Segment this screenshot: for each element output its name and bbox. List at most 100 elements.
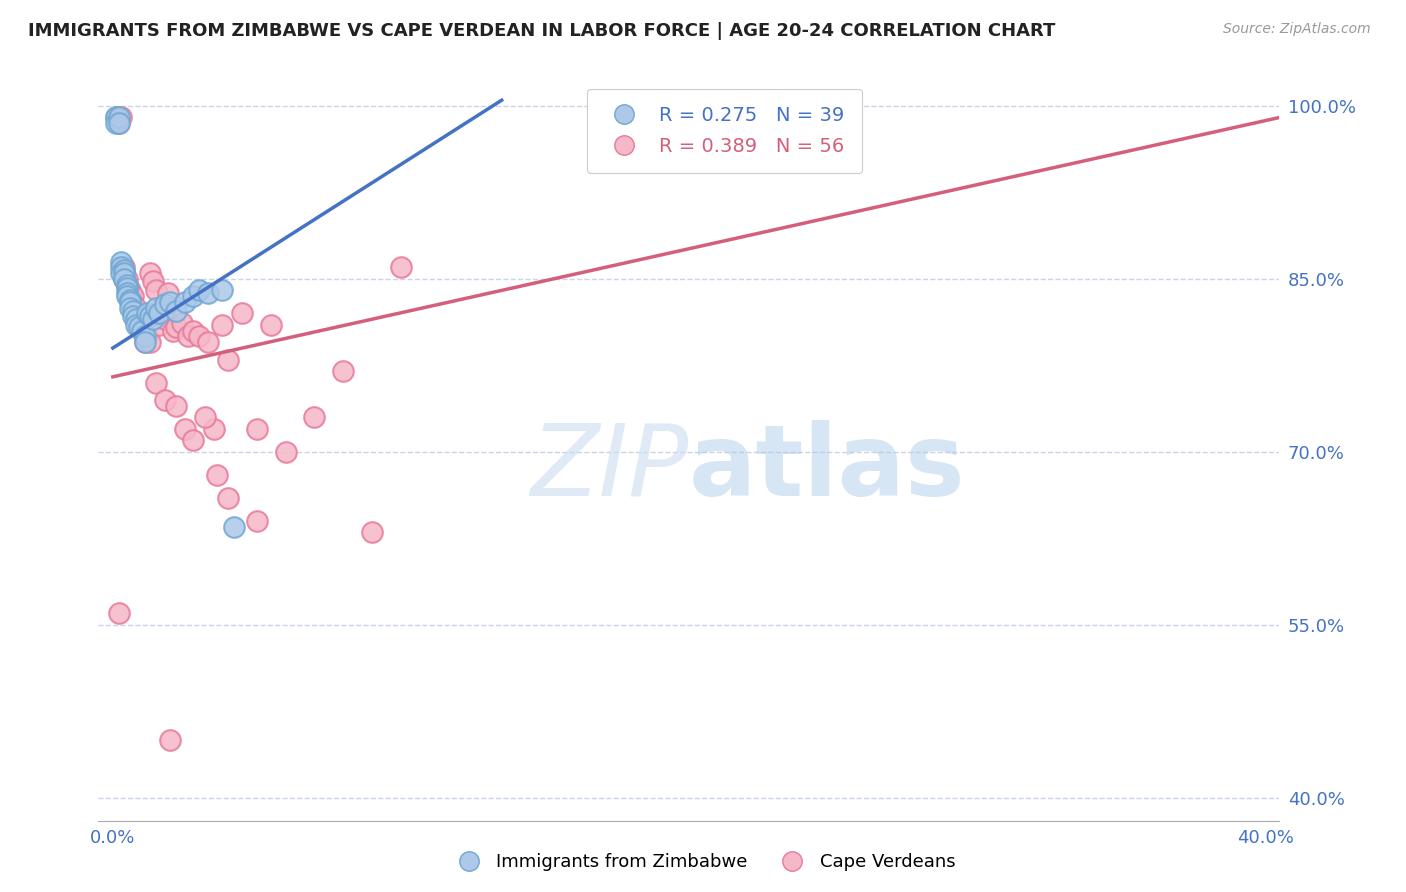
Point xyxy=(148,306,170,320)
Point xyxy=(246,422,269,436)
Point xyxy=(115,289,138,303)
Point xyxy=(142,312,165,326)
Point xyxy=(274,444,297,458)
Point xyxy=(134,329,156,343)
Point xyxy=(197,335,219,350)
Point xyxy=(134,335,156,350)
Point xyxy=(197,285,219,300)
Point xyxy=(112,262,135,277)
Point xyxy=(211,318,233,332)
Point xyxy=(139,309,162,323)
Point xyxy=(202,422,225,436)
Point xyxy=(304,410,326,425)
Point xyxy=(128,316,150,330)
Point xyxy=(112,266,135,280)
Point xyxy=(222,519,245,533)
Point xyxy=(145,376,167,390)
Point xyxy=(125,301,148,315)
Point xyxy=(159,733,181,747)
Point xyxy=(122,289,145,303)
Point xyxy=(128,320,150,334)
Point xyxy=(110,254,132,268)
Point xyxy=(134,329,156,343)
Point xyxy=(260,318,283,332)
Point xyxy=(188,329,211,343)
Text: ZIP: ZIP xyxy=(530,420,689,517)
Point xyxy=(142,274,165,288)
Point xyxy=(153,392,176,407)
Point xyxy=(112,272,135,286)
Point xyxy=(246,514,269,528)
Point xyxy=(188,284,211,298)
Point xyxy=(136,329,159,343)
Point xyxy=(173,422,195,436)
Point xyxy=(177,329,200,343)
Point xyxy=(136,306,159,320)
Legend: Immigrants from Zimbabwe, Cape Verdeans: Immigrants from Zimbabwe, Cape Verdeans xyxy=(444,847,962,879)
Point xyxy=(115,285,138,300)
Point xyxy=(165,399,187,413)
Point xyxy=(125,312,148,326)
Point xyxy=(131,324,153,338)
Point xyxy=(153,312,176,326)
Point xyxy=(120,285,142,300)
Point xyxy=(205,467,228,482)
Point xyxy=(107,116,129,130)
Point xyxy=(165,320,187,334)
Point xyxy=(107,111,129,125)
Legend: R = 0.275   N = 39, R = 0.389   N = 56: R = 0.275 N = 39, R = 0.389 N = 56 xyxy=(588,88,862,173)
Point xyxy=(332,364,354,378)
Point xyxy=(122,304,145,318)
Point xyxy=(120,293,142,307)
Point xyxy=(107,606,129,620)
Point xyxy=(159,294,181,309)
Point xyxy=(148,318,170,332)
Point xyxy=(128,309,150,323)
Point xyxy=(217,491,239,505)
Point xyxy=(156,285,179,300)
Point xyxy=(110,111,132,125)
Point xyxy=(122,309,145,323)
Point xyxy=(389,260,412,275)
Point xyxy=(231,306,253,320)
Point xyxy=(134,335,156,350)
Point xyxy=(217,352,239,367)
Text: Source: ZipAtlas.com: Source: ZipAtlas.com xyxy=(1223,22,1371,37)
Point xyxy=(104,116,127,130)
Point xyxy=(104,111,127,125)
Point xyxy=(115,272,138,286)
Point xyxy=(120,294,142,309)
Point xyxy=(361,525,384,540)
Point xyxy=(183,434,205,448)
Point xyxy=(125,318,148,332)
Point xyxy=(173,294,195,309)
Point xyxy=(183,324,205,338)
Point xyxy=(120,284,142,298)
Point xyxy=(211,284,233,298)
Point xyxy=(165,304,187,318)
Point xyxy=(145,301,167,315)
Point xyxy=(107,116,129,130)
Point xyxy=(125,306,148,320)
Point xyxy=(139,335,162,350)
Point xyxy=(112,266,135,280)
Point xyxy=(120,301,142,315)
Text: atlas: atlas xyxy=(689,420,966,517)
Point xyxy=(115,277,138,292)
Point xyxy=(122,297,145,311)
Point xyxy=(131,320,153,334)
Point xyxy=(162,324,184,338)
Point xyxy=(194,410,217,425)
Point xyxy=(110,260,132,275)
Point xyxy=(115,277,138,292)
Point xyxy=(112,260,135,275)
Point xyxy=(183,289,205,303)
Point xyxy=(110,266,132,280)
Point xyxy=(104,111,127,125)
Point xyxy=(145,284,167,298)
Point xyxy=(139,266,162,280)
Point xyxy=(170,316,193,330)
Point xyxy=(112,272,135,286)
Point xyxy=(115,281,138,295)
Text: IMMIGRANTS FROM ZIMBABWE VS CAPE VERDEAN IN LABOR FORCE | AGE 20-24 CORRELATION : IMMIGRANTS FROM ZIMBABWE VS CAPE VERDEAN… xyxy=(28,22,1056,40)
